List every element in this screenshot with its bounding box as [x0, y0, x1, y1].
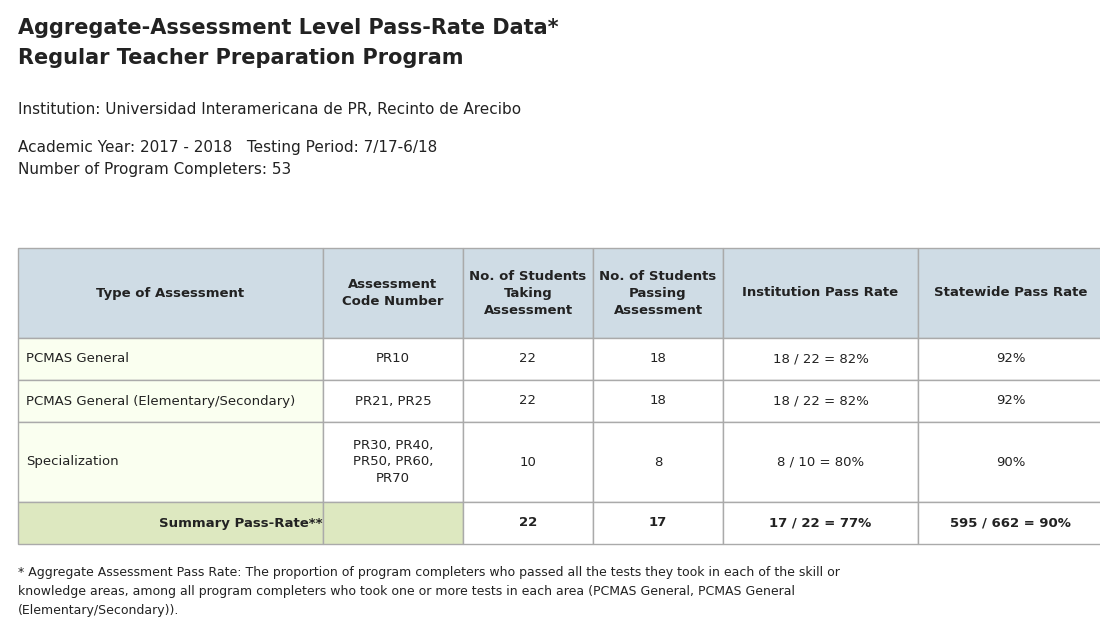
Text: 18 / 22 = 82%: 18 / 22 = 82% [772, 353, 868, 366]
Bar [463, 502, 593, 544]
Text: Institution Pass Rate: Institution Pass Rate [742, 286, 899, 299]
Bar [918, 380, 1100, 422]
Text: Specialization: Specialization [26, 456, 119, 469]
Text: Institution: Universidad Interamericana de PR, Recinto de Arecibo: Institution: Universidad Interamericana … [18, 102, 521, 117]
Bar [723, 338, 918, 380]
Bar [918, 422, 1100, 502]
Text: 17 / 22 = 77%: 17 / 22 = 77% [769, 516, 871, 529]
Text: Academic Year: 2017 - 2018   Testing Period: 7/17-6/18: Academic Year: 2017 - 2018 Testing Perio… [18, 140, 438, 155]
Bar [323, 248, 463, 338]
Text: PCMAS General: PCMAS General [26, 353, 129, 366]
Bar [323, 380, 463, 422]
Text: 22: 22 [519, 394, 537, 407]
Bar [323, 502, 463, 544]
Text: Aggregate-Assessment Level Pass-Rate Data*: Aggregate-Assessment Level Pass-Rate Dat… [18, 18, 559, 38]
Text: 10: 10 [519, 456, 537, 469]
Text: Type of Assessment: Type of Assessment [97, 286, 244, 299]
Text: 18 / 22 = 82%: 18 / 22 = 82% [772, 394, 868, 407]
Text: PR30, PR40,
PR50, PR60,
PR70: PR30, PR40, PR50, PR60, PR70 [353, 438, 433, 485]
Text: No. of Students
Taking
Assessment: No. of Students Taking Assessment [470, 270, 586, 316]
Bar [918, 248, 1100, 338]
Text: Summary Pass-Rate**: Summary Pass-Rate** [158, 516, 322, 529]
Bar [18, 380, 323, 422]
Text: Statewide Pass Rate: Statewide Pass Rate [934, 286, 1087, 299]
Bar [723, 502, 918, 544]
Bar [723, 380, 918, 422]
Bar [18, 422, 323, 502]
Text: 92%: 92% [996, 353, 1025, 366]
Text: 92%: 92% [996, 394, 1025, 407]
Bar [593, 502, 723, 544]
Bar [918, 338, 1100, 380]
Text: PR21, PR25: PR21, PR25 [354, 394, 431, 407]
Bar [323, 338, 463, 380]
Bar [723, 248, 918, 338]
Bar [463, 422, 593, 502]
Text: 8 / 10 = 80%: 8 / 10 = 80% [777, 456, 865, 469]
Bar [723, 422, 918, 502]
Text: 18: 18 [650, 394, 667, 407]
Text: Regular Teacher Preparation Program: Regular Teacher Preparation Program [18, 48, 463, 68]
Text: Assessment
Code Number: Assessment Code Number [342, 278, 443, 308]
Bar [593, 248, 723, 338]
Text: 17: 17 [649, 516, 667, 529]
Text: 22: 22 [519, 353, 537, 366]
Bar [463, 248, 593, 338]
Text: Number of Program Completers: 53: Number of Program Completers: 53 [18, 162, 292, 177]
Bar [18, 338, 323, 380]
Bar [463, 380, 593, 422]
Text: 595 / 662 = 90%: 595 / 662 = 90% [950, 516, 1071, 529]
Bar [593, 422, 723, 502]
Bar [18, 248, 323, 338]
Bar [918, 502, 1100, 544]
Text: PR10: PR10 [376, 353, 410, 366]
Bar [593, 338, 723, 380]
Bar [593, 380, 723, 422]
Bar [463, 338, 593, 380]
Text: 18: 18 [650, 353, 667, 366]
Text: 22: 22 [519, 516, 537, 529]
Text: No. of Students
Passing
Assessment: No. of Students Passing Assessment [600, 270, 716, 316]
Text: * Aggregate Assessment Pass Rate: The proportion of program completers who passe: * Aggregate Assessment Pass Rate: The pr… [18, 566, 840, 617]
Text: 8: 8 [653, 456, 662, 469]
Text: PCMAS General (Elementary/Secondary): PCMAS General (Elementary/Secondary) [26, 394, 295, 407]
Bar [18, 502, 323, 544]
Text: 90%: 90% [996, 456, 1025, 469]
Bar [323, 422, 463, 502]
